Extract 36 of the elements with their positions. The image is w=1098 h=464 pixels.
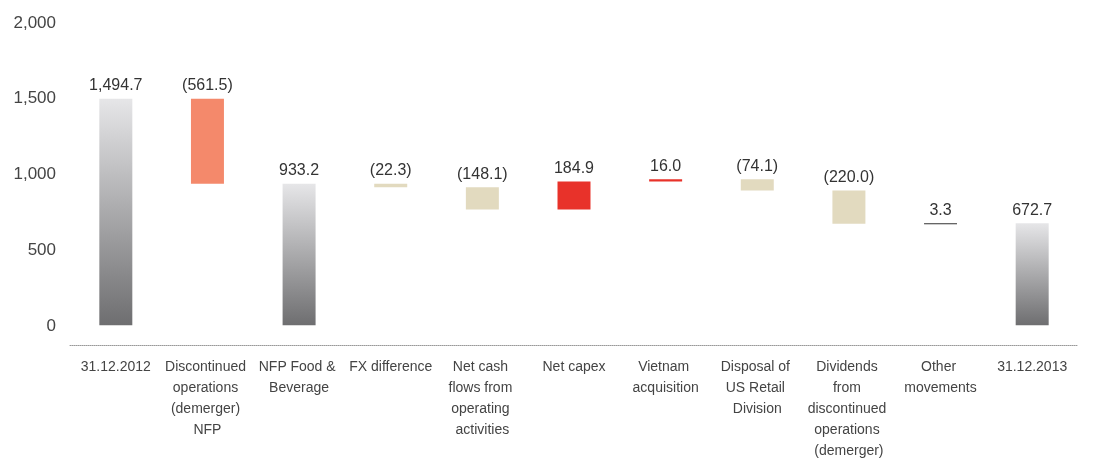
data-label: 3.3 <box>929 200 952 218</box>
y-tick-label: 500 <box>27 239 56 259</box>
data-label: 1,494.7 <box>89 76 143 94</box>
data-label: 184.9 <box>553 159 595 177</box>
data-label: (22.3) <box>369 161 412 179</box>
x-tick-label: Disposal of US Retail Division <box>720 357 794 416</box>
bar <box>740 179 774 191</box>
bar <box>282 183 316 326</box>
y-tick-label: 1,500 <box>13 88 56 108</box>
x-tick-label: Net capex <box>542 357 606 374</box>
x-tick-label: FX difference <box>349 357 433 374</box>
data-label: (148.1) <box>457 164 508 182</box>
x-tick-label: Net cash flows from operating activities <box>448 357 517 437</box>
x-tick-label: 31.12.2013 <box>997 357 1068 374</box>
data-label: 672.7 <box>1012 200 1053 218</box>
y-tick-label: 1,000 <box>13 164 56 184</box>
bar <box>649 179 683 182</box>
bar <box>190 98 224 184</box>
bar <box>465 187 499 210</box>
x-tick-label: Dividends from discontinued operations (demerger) <box>807 357 891 458</box>
x-tick-label: NFP Food & Beverage <box>258 357 340 395</box>
data-label: 16.0 <box>650 156 682 174</box>
data-label: 933.2 <box>279 161 320 179</box>
y-tick-label: 2,000 <box>13 12 56 32</box>
bar <box>557 181 591 210</box>
bar <box>99 98 133 326</box>
bar <box>1015 223 1049 326</box>
data-label: (220.0) <box>823 167 875 185</box>
data-label: (561.5) <box>182 76 233 94</box>
data-label: (74.1) <box>736 156 779 174</box>
bar <box>832 190 866 224</box>
x-tick-label: Other movements <box>904 357 977 395</box>
x-tick-label: Discontinued operations (demerger) NFP <box>165 357 250 437</box>
y-tick-label: 0 <box>46 315 56 335</box>
x-tick-label: 31.12.2012 <box>80 357 152 374</box>
x-tick-label: Vietnam acquisition <box>632 357 699 395</box>
